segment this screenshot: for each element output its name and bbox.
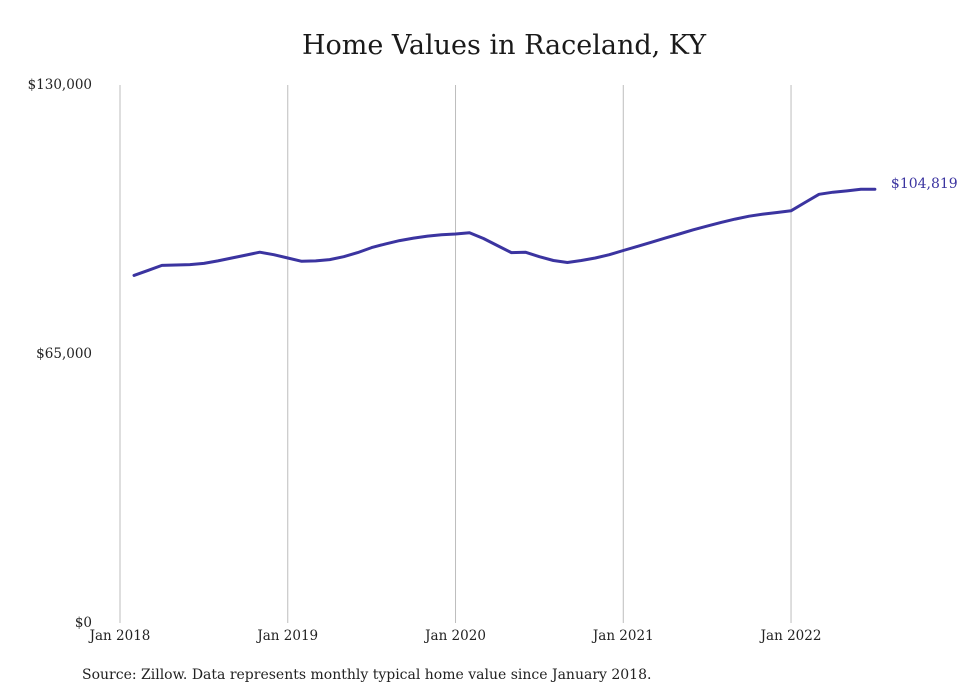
x-tick-label: Jan 2019 — [255, 628, 318, 644]
x-tick-label: Jan 2022 — [759, 628, 822, 644]
x-tick-label: Jan 2018 — [88, 628, 151, 644]
chart-title: Home Values in Raceland, KY — [301, 30, 707, 61]
y-tick-label: $65,000 — [36, 346, 92, 362]
data-labels: $104,819 — [891, 176, 958, 192]
source-note: Source: Zillow. Data represents monthly … — [82, 667, 652, 683]
y-tick-label: $0 — [75, 615, 92, 631]
series-line — [132, 187, 877, 277]
y-tick-label: $130,000 — [28, 77, 92, 93]
x-tick-label: Jan 2020 — [423, 628, 486, 644]
x-tick-label: Jan 2021 — [591, 628, 654, 644]
gridlines — [119, 85, 792, 623]
x-axis: Jan 2018 Jan 2019 Jan 2020 Jan 2021 Jan 2022 — [88, 628, 822, 644]
y-axis: $0 $65,000 $130,000 — [28, 77, 92, 631]
end-value-label: $104,819 — [891, 176, 958, 192]
series-layer — [132, 187, 877, 277]
